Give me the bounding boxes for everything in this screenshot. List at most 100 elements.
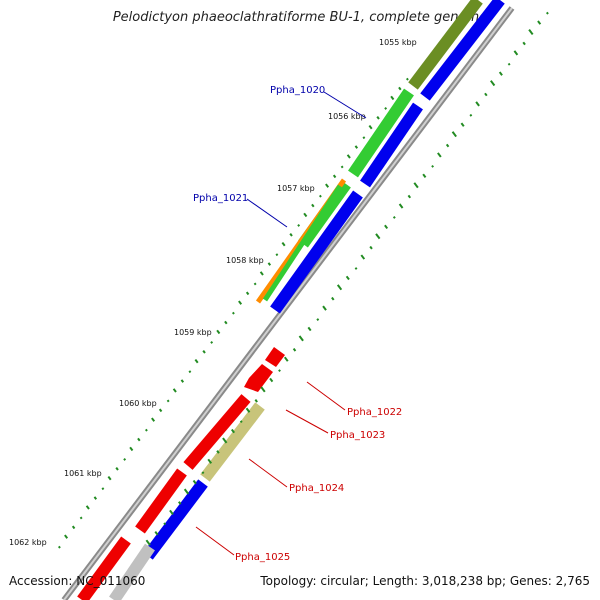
gene-label-ppha-1020[interactable]: Ppha_1020 (270, 85, 325, 96)
gene-feature-red-long-2[interactable] (135, 468, 187, 534)
gc-dot (93, 496, 98, 500)
scale-ticks: 1055 kbp 1056 kbp 1057 kbp 1058 kbp 1059… (9, 38, 417, 547)
tick-label: 1055 kbp (379, 38, 417, 47)
gc-dot (475, 101, 480, 107)
gene-feature-green[interactable] (348, 88, 414, 178)
gc-dot (498, 71, 503, 76)
leader-line (285, 409, 329, 434)
gc-dot (369, 245, 373, 250)
gene-label-ppha-1024[interactable]: Ppha_1024 (289, 483, 344, 494)
gc-dot (260, 386, 266, 393)
gc-dot (180, 379, 185, 383)
gc-dot (172, 388, 177, 393)
tick-label: 1062 kbp (9, 538, 47, 547)
gene-label-ppha-1023[interactable]: Ppha_1023 (330, 430, 385, 441)
gc-dot (384, 224, 389, 230)
gc-dot (354, 267, 358, 270)
accession-text: Accession: NC_011060 (9, 574, 146, 588)
gc-dot (85, 505, 90, 510)
gene-feature-blue-2[interactable] (360, 102, 423, 188)
gene-label-ppha-1022[interactable]: Ppha_1022 (347, 407, 402, 418)
map-title: Pelodictyon phaeoclathratiforme BU-1, co… (112, 10, 488, 25)
gc-dot (437, 152, 442, 158)
gc-dot (267, 262, 272, 266)
tick-label: 1058 kbp (226, 256, 264, 265)
leader-line (306, 381, 346, 411)
gc-dot (101, 487, 105, 491)
gc-dot (207, 458, 213, 464)
gc-dot (151, 417, 156, 422)
gc-dot (322, 305, 327, 311)
gc-dot (216, 329, 221, 335)
gc-dot (545, 11, 549, 15)
gene-feature-olive[interactable] (408, 0, 483, 90)
gc-dot (79, 516, 83, 520)
gc-dot (123, 458, 127, 461)
gc-dot (307, 326, 312, 332)
gc-dot (269, 377, 274, 383)
gc-dot (222, 437, 228, 444)
gene-feature-blue-4[interactable] (143, 479, 208, 560)
gc-dot (390, 95, 395, 101)
gc-dot (537, 20, 542, 25)
gc-dot (183, 488, 190, 495)
gc-dot (154, 530, 159, 536)
leader-line (195, 526, 235, 556)
genome-summary-text: Topology: circular; Length: 3,018,238 bp… (260, 574, 590, 588)
gc-dot (107, 475, 112, 481)
tick-label: 1060 kbp (119, 399, 157, 408)
gc-dot (528, 29, 534, 36)
gene-feature-red-1023[interactable] (244, 364, 273, 392)
gc-dot (311, 203, 315, 208)
leader-line (246, 198, 288, 228)
gc-dot (58, 545, 61, 549)
tick-label: 1061 kbp (64, 469, 102, 478)
gc-dot (460, 122, 465, 127)
gene-feature-khaki[interactable] (200, 402, 265, 482)
gc-dot (375, 233, 381, 240)
gc-dot (451, 131, 457, 138)
gc-dot (259, 271, 264, 276)
gene-label-ppha-1021[interactable]: Ppha_1021 (193, 193, 248, 204)
gc-dot (360, 254, 366, 260)
gene-feature-red-1022[interactable] (265, 347, 285, 367)
gene-feature-red-long[interactable] (183, 394, 251, 470)
gc-dot (431, 164, 434, 168)
gc-dot (297, 224, 301, 227)
gc-dot (192, 479, 197, 485)
gene-feature-blue-3[interactable] (270, 190, 363, 314)
gc-dot (115, 467, 119, 471)
gc-dot (245, 291, 250, 296)
gc-dot (275, 253, 279, 257)
gc-dot (413, 182, 419, 189)
gc-dot (398, 203, 404, 209)
gc-dot (346, 154, 351, 159)
gc-dot (336, 284, 343, 291)
tick-label: 1059 kbp (174, 328, 212, 337)
gc-dot (513, 50, 519, 56)
gc-dot (316, 318, 320, 321)
gc-dot (298, 335, 304, 342)
gc-dot (281, 241, 286, 247)
gc-dot (166, 399, 170, 403)
gc-dot (318, 194, 322, 198)
gc-dot (422, 173, 427, 178)
gene-feature-blue-1[interactable] (420, 0, 505, 101)
gc-dot (398, 86, 402, 91)
gene-label-ppha-1025[interactable]: Ppha_1025 (235, 552, 290, 563)
gc-dot (232, 311, 235, 315)
gc-dot (368, 124, 373, 130)
gc-dot (245, 407, 251, 413)
gc-dot (137, 437, 141, 442)
gc-dot (507, 62, 511, 66)
tick-label: 1056 kbp (328, 112, 366, 121)
gc-dot (210, 341, 214, 344)
leader-line (323, 91, 367, 119)
gc-dot (254, 399, 258, 403)
gene-feature-gray[interactable] (109, 543, 155, 600)
gc-dot (194, 358, 199, 364)
gc-dot (239, 420, 243, 424)
gc-content-dots (58, 11, 549, 549)
gene-feature-red-long-3[interactable] (77, 536, 131, 600)
